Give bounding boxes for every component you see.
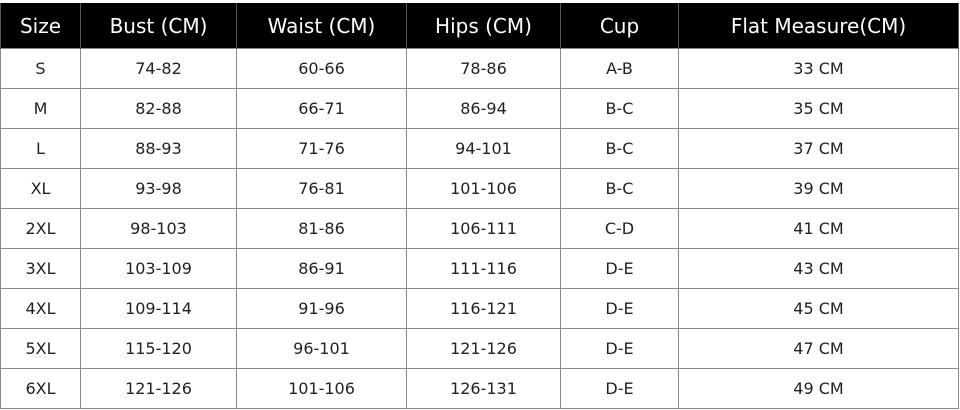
cell-waist: 76-81 xyxy=(236,168,407,209)
cell-hips: 111-116 xyxy=(406,248,561,289)
cell-size: M xyxy=(0,88,81,129)
cell-bust: 93-98 xyxy=(80,168,237,209)
header-row: Size Bust (CM) Waist (CM) Hips (CM) Cup Flat … xyxy=(0,3,959,49)
cell-cup: B-C xyxy=(560,88,679,129)
cell-bust: 115-120 xyxy=(80,328,237,369)
cell-bust: 74-82 xyxy=(80,48,237,89)
cell-hips: 116-121 xyxy=(406,288,561,329)
cell-bust: 82-88 xyxy=(80,88,237,129)
cell-bust: 121-126 xyxy=(80,368,237,409)
table-row: 3XL 103-109 86-91 111-116 D-E 43 CM xyxy=(0,248,959,289)
table-row: S 74-82 60-66 78-86 A-B 33 CM xyxy=(0,48,959,89)
cell-size: 3XL xyxy=(0,248,81,289)
cell-flat-measure: 37 CM xyxy=(678,128,959,169)
cell-size: L xyxy=(0,128,81,169)
cell-flat-measure: 35 CM xyxy=(678,88,959,129)
cell-cup: D-E xyxy=(560,368,679,409)
cell-size: 5XL xyxy=(0,328,81,369)
table-row: 2XL 98-103 81-86 106-111 C-D 41 CM xyxy=(0,208,959,249)
cell-flat-measure: 45 CM xyxy=(678,288,959,329)
cell-waist: 101-106 xyxy=(236,368,407,409)
cell-bust: 88-93 xyxy=(80,128,237,169)
header-cup: Cup xyxy=(560,3,679,49)
cell-cup: D-E xyxy=(560,248,679,289)
cell-waist: 60-66 xyxy=(236,48,407,89)
cell-flat-measure: 43 CM xyxy=(678,248,959,289)
table-row: 5XL 115-120 96-101 121-126 D-E 47 CM xyxy=(0,328,959,369)
cell-flat-measure: 41 CM xyxy=(678,208,959,249)
header-flat-measure: Flat Measure(CM) xyxy=(678,3,959,49)
cell-waist: 96-101 xyxy=(236,328,407,369)
cell-flat-measure: 39 CM xyxy=(678,168,959,209)
cell-cup: A-B xyxy=(560,48,679,89)
cell-flat-measure: 47 CM xyxy=(678,328,959,369)
cell-bust: 109-114 xyxy=(80,288,237,329)
cell-hips: 78-86 xyxy=(406,48,561,89)
cell-flat-measure: 49 CM xyxy=(678,368,959,409)
cell-hips: 86-94 xyxy=(406,88,561,129)
cell-bust: 103-109 xyxy=(80,248,237,289)
cell-flat-measure: 33 CM xyxy=(678,48,959,89)
table-row: L 88-93 71-76 94-101 B-C 37 CM xyxy=(0,128,959,169)
cell-waist: 81-86 xyxy=(236,208,407,249)
size-chart-table: Size Bust (CM) Waist (CM) Hips (CM) Cup Flat … xyxy=(0,3,959,409)
cell-waist: 66-71 xyxy=(236,88,407,129)
cell-size: 4XL xyxy=(0,288,81,329)
header-bust: Bust (CM) xyxy=(80,3,237,49)
cell-waist: 71-76 xyxy=(236,128,407,169)
cell-cup: C-D xyxy=(560,208,679,249)
cell-cup: B-C xyxy=(560,168,679,209)
cell-bust: 98-103 xyxy=(80,208,237,249)
cell-size: 2XL xyxy=(0,208,81,249)
cell-size: S xyxy=(0,48,81,89)
cell-hips: 126-131 xyxy=(406,368,561,409)
table-row: 4XL 109-114 91-96 116-121 D-E 45 CM xyxy=(0,288,959,329)
cell-hips: 121-126 xyxy=(406,328,561,369)
cell-cup: D-E xyxy=(560,288,679,329)
cell-hips: 94-101 xyxy=(406,128,561,169)
header-size: Size xyxy=(0,3,81,49)
cell-waist: 86-91 xyxy=(236,248,407,289)
cell-cup: D-E xyxy=(560,328,679,369)
cell-hips: 101-106 xyxy=(406,168,561,209)
table-row: XL 93-98 76-81 101-106 B-C 39 CM xyxy=(0,168,959,209)
cell-size: XL xyxy=(0,168,81,209)
table-row: M 82-88 66-71 86-94 B-C 35 CM xyxy=(0,88,959,129)
header-hips: Hips (CM) xyxy=(406,3,561,49)
cell-size: 6XL xyxy=(0,368,81,409)
cell-hips: 106-111 xyxy=(406,208,561,249)
cell-waist: 91-96 xyxy=(236,288,407,329)
table-row: 6XL 121-126 101-106 126-131 D-E 49 CM xyxy=(0,368,959,409)
cell-cup: B-C xyxy=(560,128,679,169)
header-waist: Waist (CM) xyxy=(236,3,407,49)
